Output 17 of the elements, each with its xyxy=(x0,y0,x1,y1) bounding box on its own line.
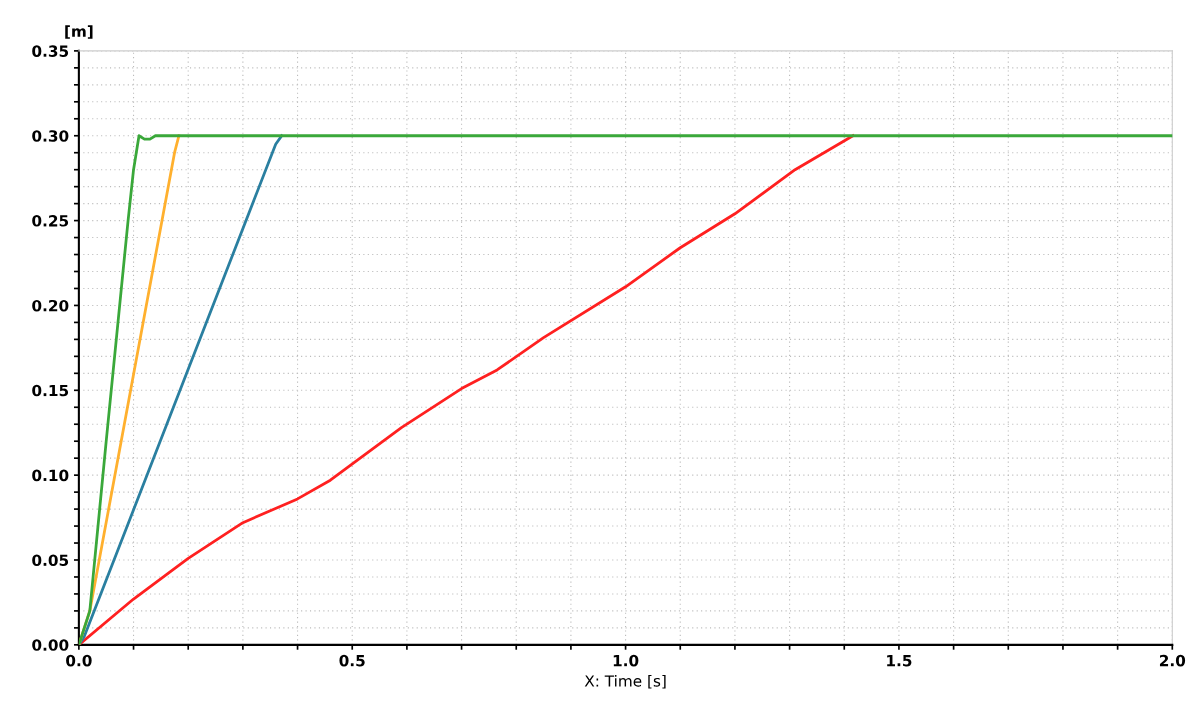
y-axis-title: [m] xyxy=(65,25,93,39)
x-axis-title: X: Time [s] xyxy=(584,674,666,689)
line-series xyxy=(78,134,284,645)
x-tick-label: 1.0 xyxy=(613,654,639,667)
y-tick-label: 0.20 xyxy=(32,299,69,312)
x-tick-label: 0.5 xyxy=(339,654,365,667)
x-tick-label: 2.0 xyxy=(1159,654,1186,667)
y-tick-label: 0.35 xyxy=(32,45,69,57)
y-tick-label: 0.10 xyxy=(32,469,69,482)
line-series xyxy=(78,134,855,645)
y-tick-label: 0.00 xyxy=(32,639,69,651)
y-tick-label: 0.25 xyxy=(32,215,69,227)
y-tick-label: 0.30 xyxy=(32,130,69,142)
x-tick-label: 1.5 xyxy=(887,655,912,667)
x-tick-label: 0.0 xyxy=(66,654,92,667)
y-tick-label: 0.05 xyxy=(32,554,69,567)
y-tick-label: 0.15 xyxy=(32,384,69,397)
